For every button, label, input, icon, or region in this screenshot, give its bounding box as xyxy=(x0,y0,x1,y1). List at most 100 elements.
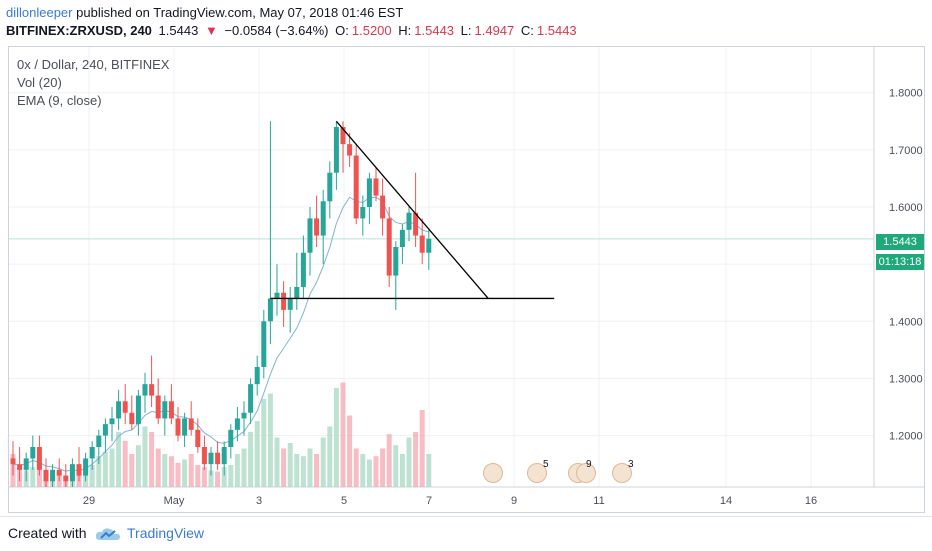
volume-bar xyxy=(406,437,412,487)
x-tick-label: May xyxy=(164,495,185,507)
volume-bar xyxy=(261,399,267,487)
candle-body xyxy=(215,452,221,465)
volume-bar xyxy=(399,454,405,487)
candle-body xyxy=(386,218,392,276)
chart-frame[interactable] xyxy=(8,46,925,513)
volume-bar xyxy=(135,445,141,487)
candle-body xyxy=(307,218,313,253)
y-tick-label: 1.2000 xyxy=(889,431,923,443)
candle-body xyxy=(300,252,306,287)
y-tick-label: 1.4000 xyxy=(889,316,923,328)
username-link[interactable]: dillonleeper xyxy=(6,5,73,20)
volume-bar xyxy=(419,410,425,487)
open-value: 1.5200 xyxy=(351,23,392,38)
candle-body xyxy=(399,229,405,247)
x-tick-label: 11 xyxy=(593,495,604,507)
y-tick-label: 1.7000 xyxy=(889,145,923,157)
x-tick-label: 29 xyxy=(83,495,95,507)
candle-body xyxy=(373,178,379,196)
candle-body xyxy=(162,401,168,419)
volume-bar xyxy=(386,434,392,487)
legend-ema: EMA (9, close) xyxy=(17,93,102,108)
volume-bar xyxy=(307,448,313,487)
candle-body xyxy=(380,195,386,219)
candle-body xyxy=(366,178,372,207)
event-flag-icon[interactable] xyxy=(527,463,547,483)
y-tick-label: 1.8000 xyxy=(889,88,923,100)
candle-body xyxy=(43,469,49,482)
tradingview-cloud-icon[interactable] xyxy=(94,526,122,542)
candle-body xyxy=(102,424,108,436)
high-value: 1.5443 xyxy=(414,23,455,38)
event-flag-icon[interactable] xyxy=(483,463,503,483)
volume-bar xyxy=(96,456,102,487)
candle-body xyxy=(89,447,95,459)
candle-body xyxy=(406,212,412,230)
tradingview-brand[interactable]: TradingView xyxy=(127,525,205,541)
candle-body xyxy=(314,218,320,236)
volume-bar xyxy=(340,382,346,487)
last-price-tag: 1.5443 xyxy=(876,234,924,250)
candle-body xyxy=(23,458,29,470)
candle-body xyxy=(56,469,62,476)
candle-body xyxy=(234,418,240,430)
legend-volume: Vol (20) xyxy=(17,75,62,90)
candle-body xyxy=(360,207,366,219)
event-flag-icon[interactable] xyxy=(612,463,632,483)
candle-body xyxy=(208,452,214,465)
candle-body xyxy=(327,172,333,202)
low-value: 1.4947 xyxy=(474,23,515,38)
volume-bar xyxy=(155,448,161,487)
candle-body xyxy=(248,384,254,413)
bar-countdown-tag: 01:13:18 xyxy=(876,254,924,270)
volume-bar xyxy=(195,465,201,487)
volume-bar xyxy=(380,448,386,487)
candle-body xyxy=(50,469,56,482)
candle-body xyxy=(201,447,207,465)
candle-body xyxy=(96,435,102,447)
candle-body xyxy=(281,292,287,310)
low-label: L: xyxy=(460,23,472,38)
candle-body xyxy=(155,395,161,419)
candle-body xyxy=(261,321,267,367)
volume-bar xyxy=(129,454,135,487)
price-change: −0.0584 (−3.64%) xyxy=(224,23,329,38)
candle-body xyxy=(228,429,234,447)
volume-bar xyxy=(215,471,221,487)
candle-body xyxy=(347,144,353,156)
volume-bar xyxy=(281,448,287,487)
candle-body xyxy=(76,464,82,476)
symbol-label: BITFINEX:ZRXUSD, 240 xyxy=(6,23,152,38)
volume-bar xyxy=(175,462,181,487)
candle-body xyxy=(221,447,227,465)
volume-bar xyxy=(228,465,234,487)
volume-bar xyxy=(142,426,148,487)
candle-body xyxy=(320,201,326,236)
close-value: 1.5443 xyxy=(536,23,577,38)
volume-bar xyxy=(393,445,399,487)
footer: Created with TradingView xyxy=(0,516,932,551)
price-chart[interactable]: 1.80001.70001.60001.50001.40001.30001.20… xyxy=(9,47,924,512)
candle-body xyxy=(188,418,194,430)
volume-bar xyxy=(30,467,36,487)
event-flag-icon[interactable] xyxy=(576,463,596,483)
x-tick-label: 14 xyxy=(720,495,732,507)
candle-body xyxy=(36,447,42,470)
volume-bar xyxy=(149,432,155,487)
candle-body xyxy=(274,292,280,299)
volume-bar xyxy=(360,454,366,487)
candle-body xyxy=(17,464,23,470)
candle-body xyxy=(353,155,359,219)
created-with-text: Created with xyxy=(8,525,87,541)
volume-bar xyxy=(300,456,306,487)
high-label: H: xyxy=(398,23,412,38)
volume-bar xyxy=(366,459,372,487)
candle-body xyxy=(254,367,260,385)
volume-bar xyxy=(327,426,333,487)
volume-bar xyxy=(182,459,188,487)
candle-body xyxy=(241,412,247,419)
volume-bar xyxy=(294,454,300,487)
volume-bar xyxy=(248,432,254,487)
volume-bar xyxy=(287,443,293,487)
candle-body xyxy=(267,298,273,322)
